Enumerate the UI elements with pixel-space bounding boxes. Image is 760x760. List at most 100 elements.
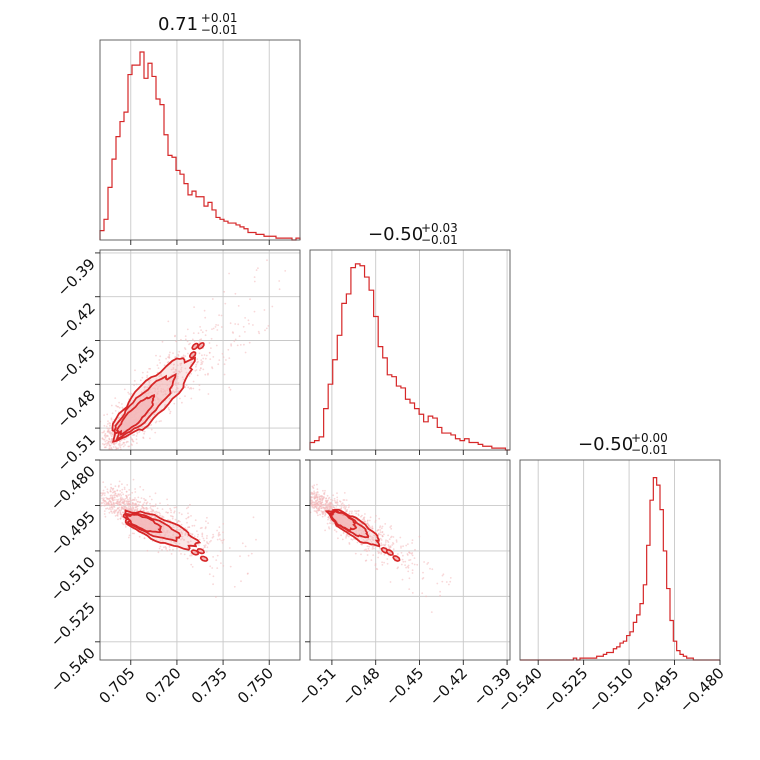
scatter-point — [145, 507, 148, 509]
title-plus: +0.00 — [631, 431, 668, 445]
scatter-point — [112, 454, 114, 456]
scatter-point — [189, 342, 192, 345]
scatter-point — [142, 436, 145, 439]
scatter-point — [207, 372, 209, 375]
scatter-point — [118, 406, 121, 409]
scatter-point — [159, 362, 162, 364]
scatter-point — [101, 443, 104, 445]
scatter-point — [350, 512, 353, 515]
histogram-steps-1 — [309, 263, 510, 451]
scatter-point — [345, 499, 348, 501]
scatter-point — [439, 590, 441, 593]
scatter-point — [327, 518, 329, 521]
scatter-point — [121, 443, 124, 446]
scatter-point — [324, 513, 327, 515]
scatter-point — [314, 497, 316, 500]
scatter-point — [130, 503, 132, 506]
scatter-point — [218, 314, 221, 317]
scatter-point — [221, 352, 224, 355]
scatter-point — [197, 332, 200, 335]
scatter-point — [101, 431, 104, 434]
scatter-point — [128, 534, 131, 537]
scatter-point — [160, 420, 162, 422]
scatter-point — [378, 533, 380, 535]
scatter-point — [98, 496, 100, 498]
scatter-point — [131, 438, 133, 441]
scatter-point — [313, 503, 316, 506]
scatter-point — [243, 343, 245, 346]
scatter-point — [381, 564, 384, 566]
scatter-point — [178, 542, 181, 545]
scatter-point — [217, 533, 220, 536]
x-tick-label: 0.705 — [95, 664, 138, 707]
scatter-point — [155, 378, 158, 381]
scatter-point — [101, 492, 104, 495]
scatter-point — [152, 505, 155, 508]
scatter-point — [192, 332, 195, 334]
scatter-point — [304, 495, 306, 497]
scatter-point — [177, 373, 180, 375]
scatter-point — [198, 388, 201, 391]
y-tick-label: −0.480 — [47, 462, 99, 514]
scatter-point — [193, 524, 196, 527]
scatter-point — [104, 436, 107, 439]
scatter-point — [341, 502, 344, 505]
scatter-point — [201, 331, 204, 334]
scatter-point — [175, 388, 178, 391]
scatter-point — [161, 548, 163, 551]
scatter-point — [170, 509, 172, 512]
scatter-point — [372, 537, 375, 539]
scatter-point — [178, 512, 181, 514]
scatter-point — [219, 550, 222, 553]
scatter-point — [132, 507, 135, 509]
scatter-point — [186, 546, 189, 549]
panel-frame — [99, 249, 301, 451]
scatter-point — [154, 503, 157, 506]
scatter-point — [411, 562, 414, 565]
scatter-point — [346, 534, 349, 537]
scatter-point — [169, 412, 171, 415]
scatter-point — [395, 541, 398, 543]
scatter-point — [102, 501, 105, 503]
scatter-point — [184, 348, 187, 351]
scatter-point — [180, 513, 183, 516]
scatter-point — [106, 444, 108, 446]
title-value: −0.50 — [578, 434, 633, 455]
scatter-point — [366, 545, 369, 548]
scatter-point — [361, 514, 363, 517]
scatter-point — [328, 496, 331, 499]
scatter-point — [321, 513, 324, 516]
scatter-point — [221, 542, 224, 544]
scatter-point — [114, 515, 117, 517]
scatter-point — [388, 545, 390, 548]
scatter-point — [278, 288, 281, 291]
scatter-point — [177, 375, 179, 378]
scatter-point — [320, 501, 323, 504]
panel-frame — [309, 249, 511, 451]
scatter-point — [336, 503, 339, 506]
x-tick-label: −0.495 — [630, 664, 682, 716]
scatter-point — [168, 353, 171, 356]
scatter-point — [124, 444, 126, 446]
scatter-point — [304, 496, 306, 498]
scatter-point — [208, 351, 211, 354]
scatter-point — [255, 538, 257, 541]
scatter-point — [200, 361, 203, 364]
scatter-point — [126, 508, 129, 511]
scatter-point — [106, 439, 108, 442]
scatter-point — [119, 503, 122, 506]
scatter-point — [318, 509, 321, 512]
scatter-point — [416, 563, 419, 566]
scatter-point — [332, 494, 335, 497]
scatter-point — [223, 363, 226, 366]
scatter-point — [308, 494, 310, 496]
scatter-point — [91, 430, 93, 432]
scatter-point — [229, 388, 232, 391]
scatter-point — [204, 357, 207, 360]
scatter-point — [383, 561, 385, 564]
scatter-point — [360, 543, 363, 546]
scatter-point — [318, 503, 321, 505]
scatter-point — [163, 546, 165, 549]
scatter-point — [357, 510, 359, 512]
scatter-point — [187, 512, 189, 515]
